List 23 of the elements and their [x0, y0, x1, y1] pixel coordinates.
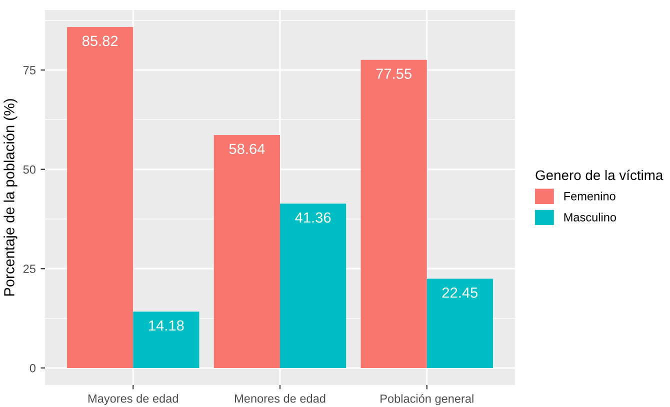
data-label: 14.18: [149, 320, 184, 331]
data-label: 77.55: [376, 68, 412, 79]
bar: [214, 135, 280, 368]
legend-title: Genero de la víctima: [536, 170, 664, 180]
data-label: 22.45: [442, 287, 478, 298]
legend-label: Femenino: [564, 192, 616, 200]
bar: [426, 278, 493, 368]
bar: [280, 204, 346, 368]
data-label: 58.64: [229, 144, 265, 154]
bar: [133, 312, 200, 368]
y-tick-label: 0: [30, 364, 36, 372]
x-tick-label: Menores de edad: [235, 394, 326, 403]
bar: [67, 27, 134, 368]
legend-label: Masculino: [564, 212, 616, 222]
y-tick-label: 25: [23, 264, 36, 274]
y-tick-label: 50: [23, 165, 36, 174]
bar: [360, 60, 427, 368]
data-label: 85.82: [82, 36, 118, 46]
x-tick-label: Mayores de edad: [88, 394, 178, 406]
data-label: 41.36: [295, 212, 331, 223]
y-tick-label: 75: [23, 66, 36, 74]
y-axis-title: Porcentaje de la población (%): [4, 99, 18, 296]
x-tick-label: Población general: [380, 394, 474, 406]
